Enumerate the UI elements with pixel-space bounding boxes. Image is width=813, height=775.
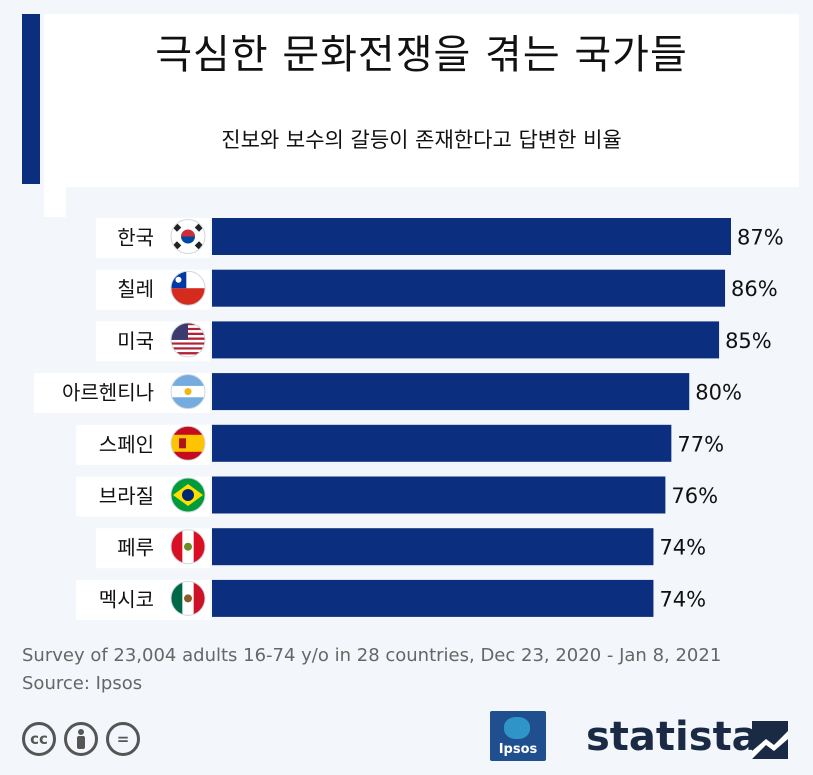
category-label: 한국 — [117, 226, 154, 250]
title-panel — [44, 14, 799, 187]
bar-row: 페루 74% — [96, 528, 706, 569]
usa-flag-icon-part — [171, 349, 205, 353]
title-panel-tab — [44, 187, 66, 217]
mexico-flag-icon-outline — [170, 580, 206, 616]
spain-flag-icon-part — [171, 434, 205, 452]
brazil-flag-icon-part — [182, 489, 194, 501]
mexico-flag-icon-part — [184, 594, 192, 603]
peru-flag-icon-part — [184, 542, 192, 551]
bar — [212, 476, 666, 514]
south-korea-flag-icon-part — [181, 236, 195, 244]
spain-flag-icon — [171, 426, 205, 461]
usa-flag-icon-part — [171, 342, 205, 345]
category-label: 스페인 — [99, 432, 154, 456]
usa-flag-icon-part — [171, 354, 205, 357]
bar-row: 스페인 77% — [76, 424, 724, 465]
chart-subtitle: 진보와 보수의 갈등이 존재한다고 답변한 비율 — [221, 128, 622, 152]
mexico-flag-icon — [171, 581, 205, 616]
no-derivatives-icon[interactable]: = — [106, 722, 140, 756]
south-korea-flag-icon-part — [181, 229, 195, 237]
bar-row: 멕시코 74% — [76, 579, 706, 620]
title-accent-bar — [22, 14, 40, 184]
ipsos-logo: Ipsos — [490, 711, 546, 761]
category-label: 미국 — [117, 329, 154, 353]
chile-flag-icon-part — [175, 276, 182, 283]
bar-row: 아르헨티나 80% — [34, 373, 742, 414]
ipsos-logo-mark — [504, 717, 530, 739]
bar-row: 미국 85% — [96, 321, 772, 362]
peru-flag-icon-part — [193, 529, 205, 564]
bar-row: 한국 87% — [96, 218, 784, 258]
spain-flag-icon-part — [179, 438, 186, 449]
argentina-flag-icon — [171, 374, 205, 409]
bar — [212, 528, 654, 566]
spain-flag-icon-outline — [170, 425, 206, 461]
usa-flag-icon-part — [171, 347, 205, 350]
license-icons: cc = — [22, 722, 140, 756]
value-label: 74% — [659, 536, 706, 560]
chile-flag-icon-outline — [170, 270, 206, 306]
bar — [212, 321, 720, 359]
bar — [212, 579, 654, 617]
value-label: 87% — [737, 226, 784, 250]
statista-mark-icon — [752, 721, 788, 759]
brazil-flag-icon-outline — [170, 477, 206, 513]
mexico-flag-icon-part — [171, 581, 183, 616]
bar — [212, 269, 726, 307]
category-label: 멕시코 — [99, 587, 154, 611]
bar — [212, 218, 731, 255]
value-label: 77% — [677, 432, 724, 456]
value-label: 76% — [671, 484, 718, 508]
statista-logo[interactable]: statista — [586, 714, 759, 760]
chart-title: 극심한 문화전쟁을 겪는 국가들 — [155, 32, 688, 78]
value-label: 80% — [695, 381, 742, 405]
bar-row: 칠레 86% — [96, 269, 778, 310]
bar-chart: 한국 87% 칠레 86% 미국 85% 아르헨티나 80% 스페인 77% 브라질 76% 페루 74%… — [34, 218, 784, 620]
south-korea-flag-icon-outline — [170, 219, 206, 254]
category-label: 브라질 — [99, 484, 154, 508]
usa-flag-icon-part — [171, 339, 205, 343]
chile-flag-icon-part — [171, 288, 205, 306]
brazil-flag-icon — [171, 478, 205, 512]
bar-row: 브라질 76% — [76, 476, 718, 517]
mexico-flag-icon-part — [193, 581, 205, 616]
value-label: 74% — [659, 587, 706, 611]
usa-flag-icon — [171, 322, 205, 357]
creative-commons-icon[interactable]: cc — [22, 722, 56, 756]
bar — [212, 424, 672, 462]
attribution-icon[interactable] — [64, 722, 98, 756]
peru-flag-icon-part — [171, 529, 183, 564]
survey-note: Survey of 23,004 adults 16-74 y/o in 28 … — [22, 645, 722, 666]
usa-flag-icon-part — [171, 344, 205, 348]
bar — [212, 373, 690, 411]
value-label: 85% — [725, 329, 772, 353]
source-note: Source: Ipsos — [22, 673, 143, 694]
category-label: 아르헨티나 — [62, 381, 154, 405]
nd-icon-label: = — [116, 730, 130, 748]
value-label: 86% — [731, 277, 778, 301]
usa-flag-icon-outline — [170, 322, 206, 358]
cc-icon-label: cc — [30, 730, 48, 748]
argentina-flag-icon-part — [184, 388, 192, 396]
category-label: 칠레 — [117, 277, 154, 301]
usa-flag-icon-part — [171, 352, 205, 355]
category-label: 페루 — [117, 536, 154, 560]
ipsos-logo-text: Ipsos — [498, 742, 538, 757]
peru-flag-icon — [171, 529, 205, 564]
argentina-flag-icon-outline — [170, 374, 206, 410]
peru-flag-icon-outline — [170, 529, 206, 565]
